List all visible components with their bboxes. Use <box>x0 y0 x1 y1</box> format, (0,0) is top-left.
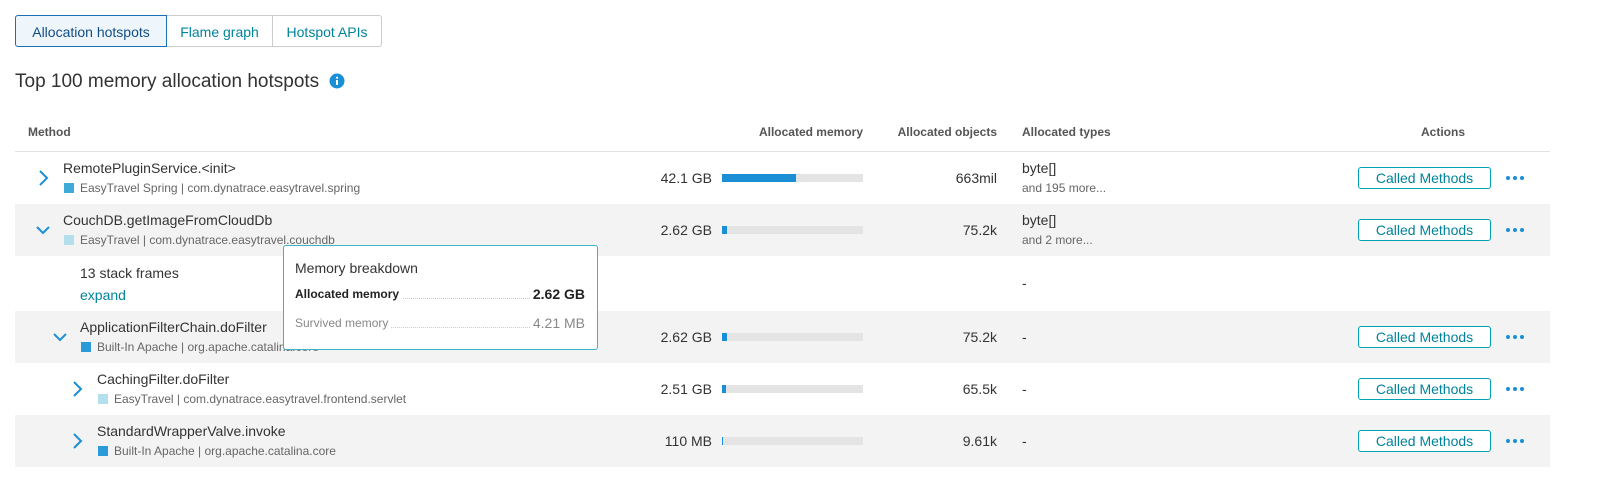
method-source: EasyTravel | com.dynatrace.easytravel.co… <box>80 233 335 247</box>
tooltip: Memory breakdown Allocated memory 2.62 GB S… <box>283 245 598 350</box>
allocated-types: - <box>1022 275 1027 291</box>
source-color <box>98 394 108 404</box>
tooltip-dots <box>296 327 584 328</box>
expand-link[interactable]: expand <box>80 287 126 303</box>
column-header: Actions <box>1420 125 1465 139</box>
more-actions[interactable] <box>1504 331 1526 343</box>
method-source: EasyTravel Spring | com.dynatrace.easytr… <box>80 181 361 195</box>
tab[interactable]: Hotspot APIs <box>272 15 382 47</box>
method-name[interactable]: CachingFilter.doFilter <box>97 371 230 387</box>
expander-chevron[interactable] <box>70 432 84 450</box>
expander-chevron[interactable] <box>36 169 50 187</box>
info-icon[interactable] <box>329 73 345 89</box>
more-actions[interactable] <box>1504 224 1526 236</box>
more-types: and 195 more... <box>1022 181 1107 195</box>
tooltip-label: Survived memory <box>295 315 392 331</box>
more-actions[interactable] <box>1504 383 1526 395</box>
tab[interactable]: Allocation hotspots <box>15 15 167 47</box>
allocated-objects: 9.61k <box>962 433 997 449</box>
column-header: Allocated memory <box>758 125 863 139</box>
tooltip-dots <box>296 298 584 299</box>
method-name[interactable]: CouchDB.getImageFromCloudDb <box>63 212 273 228</box>
method-name[interactable]: StandardWrapperValve.invoke <box>97 423 286 439</box>
allocated-objects: 75.2k <box>962 329 997 345</box>
source-color <box>98 446 108 456</box>
action-button[interactable]: Called Methods <box>1358 167 1491 189</box>
expander-chevron[interactable] <box>70 380 84 398</box>
column-header: Allocated types <box>1022 125 1111 139</box>
expander-chevron[interactable] <box>53 328 67 346</box>
allocated-memory: 2.51 GB <box>660 381 712 397</box>
source-color <box>81 342 91 352</box>
column-header: Allocated objects <box>897 125 997 139</box>
method-source: Built-In Apache | org.apache.catalina.co… <box>97 340 319 354</box>
memory-bar-track <box>722 333 863 341</box>
method-name[interactable]: ApplicationFilterChain.doFilter <box>80 319 267 335</box>
memory-bar-track <box>722 385 863 393</box>
more-actions[interactable] <box>1504 435 1526 447</box>
allocated-types: - <box>1022 433 1027 449</box>
page-title: Top 100 memory allocation hotspots <box>15 71 320 92</box>
allocated-objects: 65.5k <box>962 381 997 397</box>
memory-bar-track <box>722 226 863 234</box>
tooltip-value: 2.62 GB <box>529 285 585 303</box>
stack-frames: 13 stack frames <box>80 265 179 281</box>
memory-bar-track <box>722 437 863 445</box>
tooltip-label: Allocated memory <box>295 286 403 302</box>
memory-bar <box>722 333 727 341</box>
allocated-memory: 2.62 GB <box>660 222 712 238</box>
allocated-types: - <box>1022 329 1027 345</box>
allocated-objects: 663mil <box>955 170 997 186</box>
action-button[interactable]: Called Methods <box>1358 378 1491 400</box>
allocated-types: byte[] <box>1022 160 1057 176</box>
source-color <box>64 235 74 245</box>
memory-bar <box>722 174 797 182</box>
memory-bar <box>722 385 727 393</box>
allocated-objects: 75.2k <box>962 222 997 238</box>
column-header: Method <box>28 125 71 139</box>
tooltip-value: 4.21 MB <box>529 314 585 332</box>
table-row <box>15 256 1550 311</box>
allocated-types: - <box>1022 381 1027 397</box>
allocated-memory: 42.1 GB <box>660 170 712 186</box>
method-source: Built-In Apache | org.apache.catalina.co… <box>114 444 336 458</box>
action-button[interactable]: Called Methods <box>1358 219 1491 241</box>
method-source: EasyTravel | com.dynatrace.easytravel.fr… <box>114 392 407 406</box>
method-name[interactable]: RemotePluginService.<init> <box>63 160 236 176</box>
action-button[interactable]: Called Methods <box>1358 326 1491 348</box>
expander-chevron[interactable] <box>36 221 50 239</box>
header-divider <box>15 151 1550 152</box>
more-actions[interactable] <box>1504 172 1526 184</box>
more-types: and 2 more... <box>1022 233 1093 247</box>
source-color <box>64 183 74 193</box>
action-button[interactable]: Called Methods <box>1358 430 1491 452</box>
allocated-memory: 110 MB <box>664 433 712 449</box>
allocated-types: byte[] <box>1022 212 1057 228</box>
memory-bar <box>722 226 727 234</box>
tab[interactable]: Flame graph <box>166 15 273 47</box>
tooltip-title: Memory breakdown <box>295 260 418 276</box>
allocated-memory: 2.62 GB <box>660 329 712 345</box>
